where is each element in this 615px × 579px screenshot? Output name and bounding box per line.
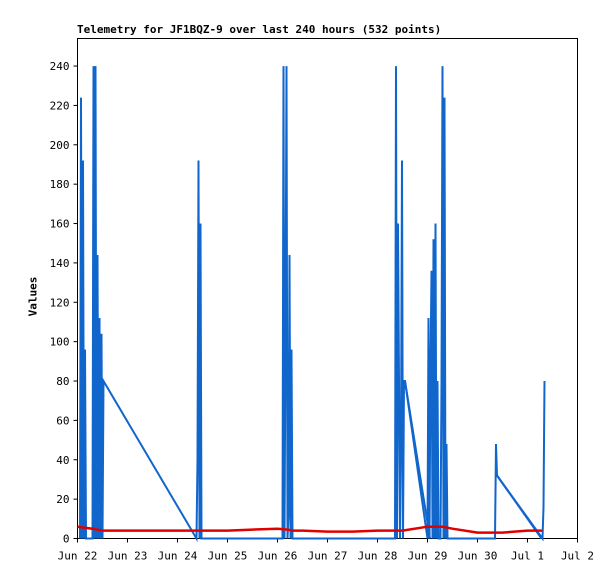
x-tick-label: Jun 28 <box>358 550 398 563</box>
y-tick-label: 100 <box>50 336 70 349</box>
y-axis: 0 20 40 60 80 100 120 140 160 180 200 220 240 <box>50 60 78 546</box>
chart-title: Telemetry for JF1BQZ-9 over last 240 hou… <box>77 23 442 36</box>
y-tick-label: 80 <box>56 375 69 388</box>
series-segment-1 <box>496 474 543 540</box>
y-tick-label: 180 <box>50 178 70 191</box>
series-segment-1 <box>404 380 431 539</box>
series-layer <box>77 66 546 543</box>
y-tick-label: 140 <box>50 257 70 270</box>
x-tick-label: Jun 25 <box>208 550 248 563</box>
x-tick-label: Jun 23 <box>108 550 148 563</box>
x-tick-label: Jul 1 <box>511 550 544 563</box>
x-tick-label: Jul 2 <box>561 550 594 563</box>
y-tick-label: 200 <box>50 139 70 152</box>
series-line-2 <box>77 525 543 534</box>
y-tick-label: 40 <box>56 454 69 467</box>
y-tick-label: 240 <box>50 60 70 73</box>
y-tick-label: 0 <box>63 533 70 546</box>
x-tick-label: Jun 27 <box>308 550 348 563</box>
x-axis: Jun 22 Jun 23 Jun 24 Jun 25 Jun 26 Jun 27 Jun … <box>58 538 594 563</box>
x-tick-label: Jun 24 <box>158 550 198 563</box>
x-tick-label: Jun 29 <box>408 550 448 563</box>
y-tick-label: 60 <box>56 414 69 427</box>
x-tick-label: Jun 22 <box>58 550 98 563</box>
y-tick-label: 220 <box>50 99 70 112</box>
y-tick-label: 20 <box>56 493 69 506</box>
y-tick-label: 120 <box>50 296 70 309</box>
x-tick-label: Jun 26 <box>258 550 298 563</box>
y-tick-label: 160 <box>50 218 70 231</box>
series-line-1 <box>79 66 546 543</box>
x-tick-label: Jun 30 <box>458 550 498 563</box>
